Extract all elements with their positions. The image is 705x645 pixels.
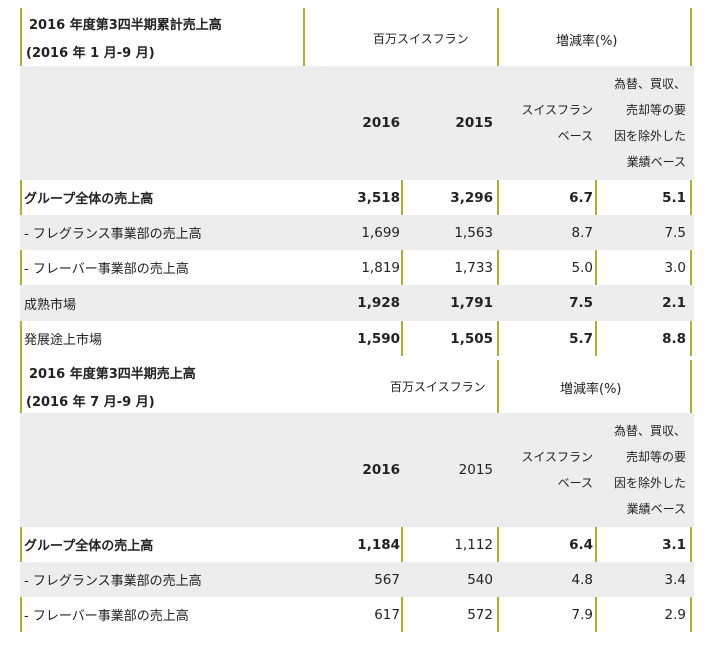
col-header-2016: 2016 [362, 115, 400, 131]
change-rate-label: 増減率(%) [556, 34, 618, 49]
section-title: 2016 年度第3四半期売上高 [29, 367, 196, 382]
unit-label: 百万スイスフラン [390, 380, 486, 394]
section-title: 2016 年度第3四半期累計売上高 [29, 18, 222, 33]
column-separator [497, 8, 499, 356]
col-header-2015: 2015 [458, 462, 493, 478]
col-header-2016: 2016 [362, 462, 400, 478]
col-header-chf-basis: スイスフラン ベース [521, 450, 593, 490]
table-row: 成熟市場 1,928 1,791 7.5 2.1 [20, 285, 694, 321]
table-row: グループ全体の売上高 3,518 3,296 6.7 5.1 [24, 189, 686, 208]
column-separator [595, 66, 597, 356]
table-header-row: 2016 2015 スイスフラン ベース 為替、買収、 売却等の要 因を除外した… [20, 413, 694, 527]
section-period: (2016 年 7 月-9 月) [26, 395, 155, 410]
table-row: - フレグランス事業部の売上高 1,699 1,563 8.7 7.5 [20, 215, 694, 250]
section-period: (2016 年 1 月-9 月) [26, 46, 155, 61]
unit-label: 百万スイスフラン [373, 32, 469, 46]
table-row: 発展途上市場 1,590 1,505 5.7 8.8 [24, 330, 686, 349]
column-separator [401, 66, 403, 356]
col-header-like-for-like: 為替、買収、 売却等の要 因を除外した 業績ベース [613, 77, 686, 169]
table-row: グループ全体の売上高 1,184 1,112 6.4 3.1 [24, 536, 686, 555]
table-row: - フレグランス事業部の売上高 567 540 4.8 3.4 [20, 562, 694, 597]
col-header-like-for-like: 為替、買収、 売却等の要 因を除外した 業績ベース [613, 424, 686, 516]
column-separator [690, 8, 692, 356]
table-row: - フレーバー事業部の売上高 1,819 1,733 5.0 3.0 [24, 259, 686, 278]
col-header-2015: 2015 [455, 115, 493, 131]
change-rate-label: 増減率(%) [560, 382, 622, 397]
table-row: - フレーバー事業部の売上高 617 572 7.9 2.9 [24, 606, 686, 625]
col-header-chf-basis: スイスフラン ベース [521, 103, 593, 143]
table-header-row: 2016 2015 スイスフラン ベース 為替、買収、 売却等の要 因を除外した… [20, 66, 694, 180]
column-separator [303, 8, 305, 66]
